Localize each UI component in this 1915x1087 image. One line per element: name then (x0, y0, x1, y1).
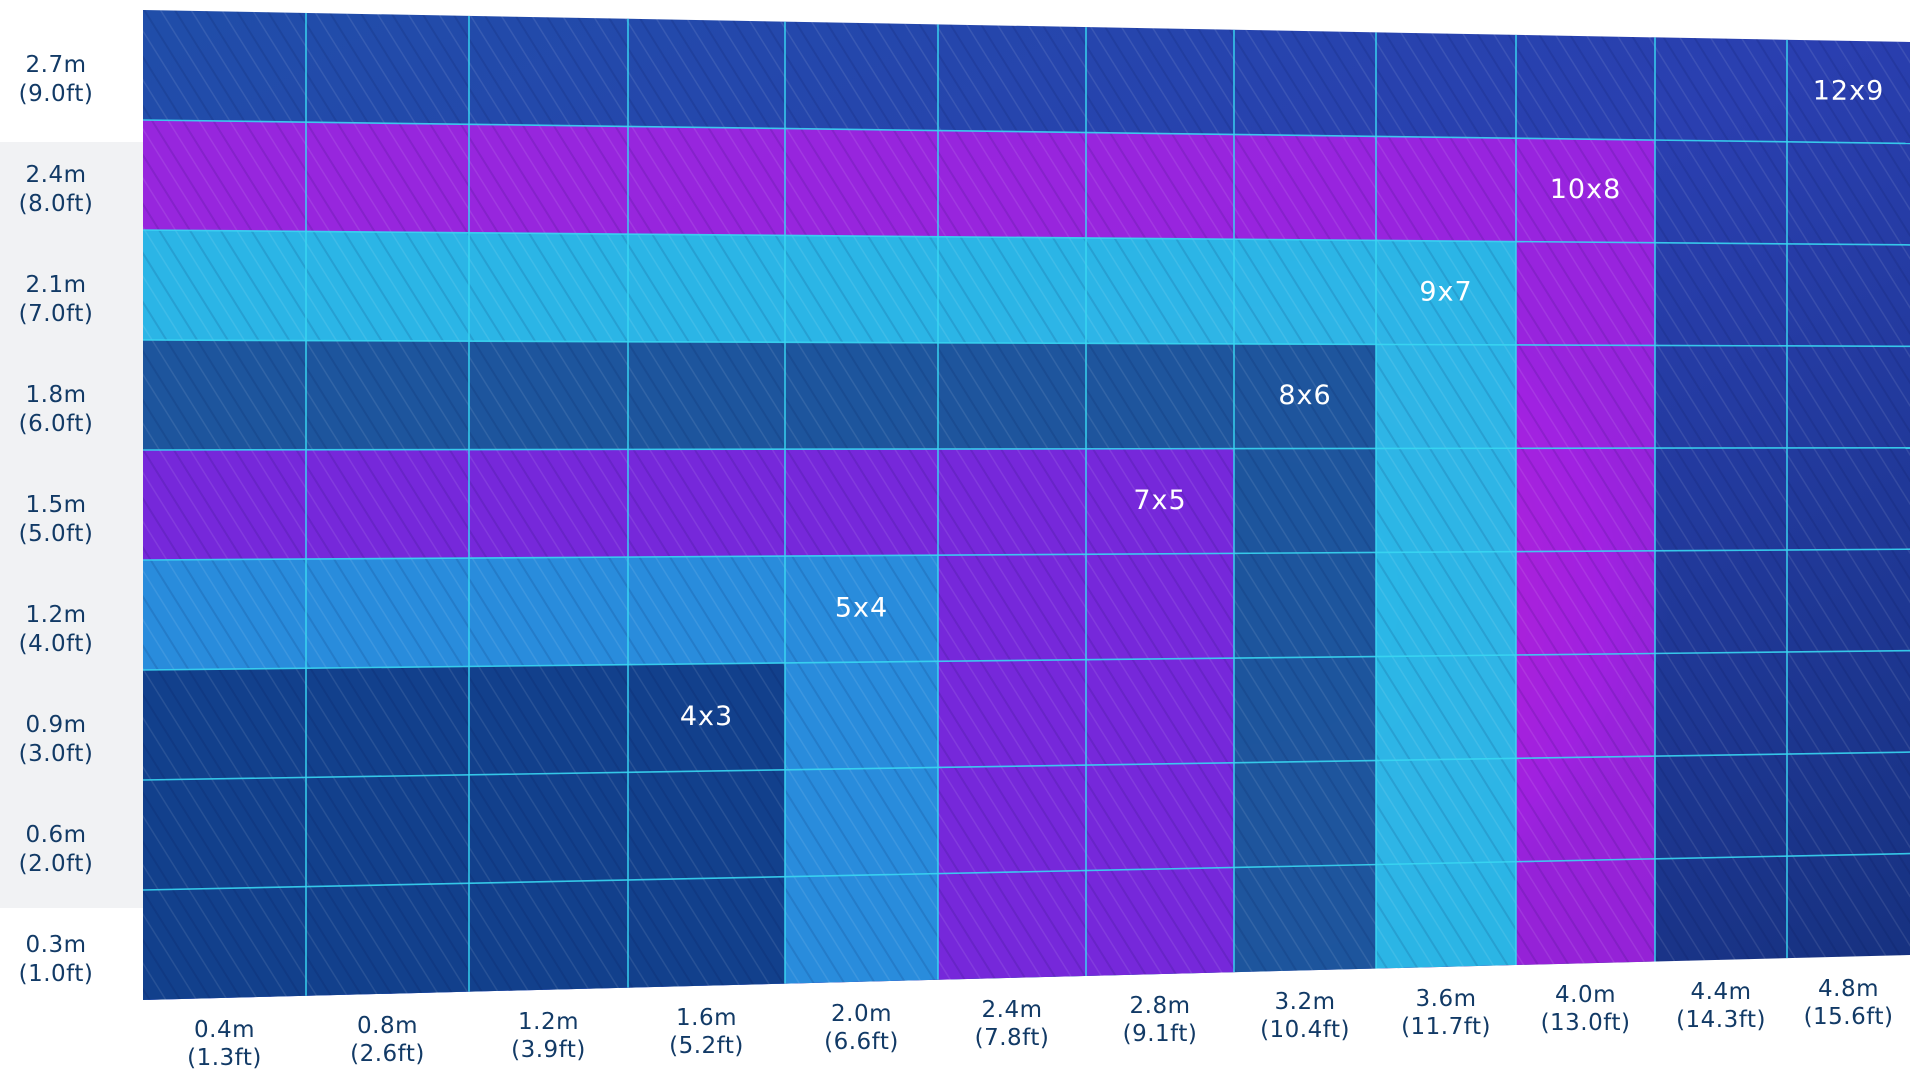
x-axis-label: 3.2m (10.4ft) (1235, 988, 1375, 1044)
y-axis-label: 1.8m (6.0ft) (0, 381, 112, 439)
grid-row-line (143, 751, 1910, 781)
x-axis-label: 0.4m (1.3ft) (155, 1016, 295, 1072)
x-axis-metric: 0.4m (194, 1016, 255, 1043)
x-axis-metric: 2.4m (981, 996, 1043, 1023)
y-axis-label: 1.5m (5.0ft) (0, 491, 112, 549)
y-axis-metric: 2.1m (25, 272, 87, 298)
x-axis-label: 4.8m (15.6ft) (1779, 975, 1915, 1031)
y-axis-imperial: (4.0ft) (18, 631, 94, 657)
x-axis-label: 3.6m (11.7ft) (1376, 985, 1516, 1041)
x-axis-metric: 1.6m (676, 1004, 737, 1031)
x-axis-imperial: (14.3ft) (1676, 1006, 1766, 1033)
x-axis-imperial: (13.0ft) (1540, 1010, 1631, 1037)
y-axis-imperial: (1.0ft) (18, 961, 94, 987)
y-axis-metric: 0.3m (25, 932, 87, 958)
grid-row-line (143, 852, 1910, 891)
axis-label-band (0, 142, 146, 908)
x-axis-imperial: (3.9ft) (511, 1036, 586, 1063)
grid-row-line (143, 119, 1910, 145)
y-axis-label: 2.7m (9.0ft) (0, 51, 112, 109)
x-axis-label: 4.4m (14.3ft) (1651, 978, 1791, 1034)
config-label-8x6: 8x6 (1278, 380, 1331, 411)
y-axis-imperial: (3.0ft) (18, 741, 94, 767)
y-axis-imperial: (7.0ft) (18, 301, 94, 327)
y-axis-metric: 2.7m (25, 52, 87, 78)
config-label-5x4: 5x4 (835, 592, 888, 623)
y-axis-metric: 0.9m (25, 712, 87, 738)
x-axis-label: 4.0m (13.0ft) (1516, 981, 1656, 1037)
x-axis-metric: 1.2m (518, 1008, 579, 1035)
x-axis-imperial: (5.2ft) (669, 1032, 744, 1059)
x-axis-label: 0.8m (2.6ft) (318, 1012, 458, 1068)
x-axis-imperial: (7.8ft) (974, 1024, 1050, 1051)
x-axis-metric: 2.8m (1129, 993, 1191, 1020)
x-axis-metric: 0.8m (357, 1012, 418, 1039)
x-axis-metric: 4.8m (1818, 975, 1879, 1002)
y-axis-imperial: (6.0ft) (18, 411, 94, 437)
y-axis-label: 0.6m (2.0ft) (0, 821, 112, 879)
grid-row-line (143, 649, 1910, 671)
y-axis-metric: 0.6m (25, 822, 87, 848)
x-axis-imperial: (2.6ft) (350, 1040, 425, 1067)
y-axis-imperial: (5.0ft) (18, 521, 94, 547)
x-axis-label: 2.0m (6.6ft) (792, 1000, 932, 1056)
y-axis-metric: 1.2m (25, 602, 87, 628)
x-axis-imperial: (10.4ft) (1260, 1017, 1350, 1044)
x-axis-imperial: (1.3ft) (187, 1044, 262, 1071)
grid-row-line (143, 339, 1910, 348)
x-axis-imperial: (15.6ft) (1803, 1003, 1894, 1030)
x-axis-imperial: (6.6ft) (824, 1028, 899, 1055)
y-axis-label: 0.3m (1.0ft) (0, 931, 112, 989)
x-axis-metric: 3.6m (1415, 985, 1477, 1012)
y-axis-label: 2.4m (8.0ft) (0, 161, 112, 219)
x-axis-label: 2.8m (9.1ft) (1090, 992, 1230, 1048)
config-label-12x9: 12x9 (1813, 75, 1885, 106)
y-axis-imperial: (9.0ft) (18, 81, 94, 107)
x-axis-imperial: (11.7ft) (1401, 1013, 1491, 1040)
x-axis-metric: 2.0m (831, 1000, 892, 1027)
x-axis-label: 1.6m (5.2ft) (637, 1004, 777, 1060)
grid-row-line (143, 548, 1910, 561)
x-axis-metric: 3.2m (1274, 989, 1336, 1016)
x-axis-label: 2.4m (7.8ft) (942, 996, 1082, 1052)
grid-row-line (143, 446, 1910, 451)
x-axis-metric: 4.0m (1555, 982, 1616, 1009)
y-axis-metric: 1.5m (25, 492, 87, 518)
y-axis-label: 1.2m (4.0ft) (0, 601, 112, 659)
y-axis-imperial: (2.0ft) (18, 851, 94, 877)
x-axis-label: 1.2m (3.9ft) (479, 1008, 619, 1064)
y-axis-label: 0.9m (3.0ft) (0, 711, 112, 769)
config-label-7x5: 7x5 (1133, 485, 1186, 516)
x-axis-metric: 4.4m (1690, 978, 1752, 1005)
config-label-10x8: 10x8 (1550, 174, 1622, 205)
config-label-4x3: 4x3 (680, 701, 733, 732)
x-axis-imperial: (9.1ft) (1122, 1021, 1198, 1048)
y-axis-label: 2.1m (7.0ft) (0, 271, 112, 329)
y-axis-metric: 1.8m (25, 382, 87, 408)
y-axis-metric: 2.4m (25, 162, 87, 188)
y-axis-imperial: (8.0ft) (18, 191, 94, 217)
grid-row-line (143, 229, 1910, 246)
config-label-9x7: 9x7 (1419, 276, 1472, 307)
